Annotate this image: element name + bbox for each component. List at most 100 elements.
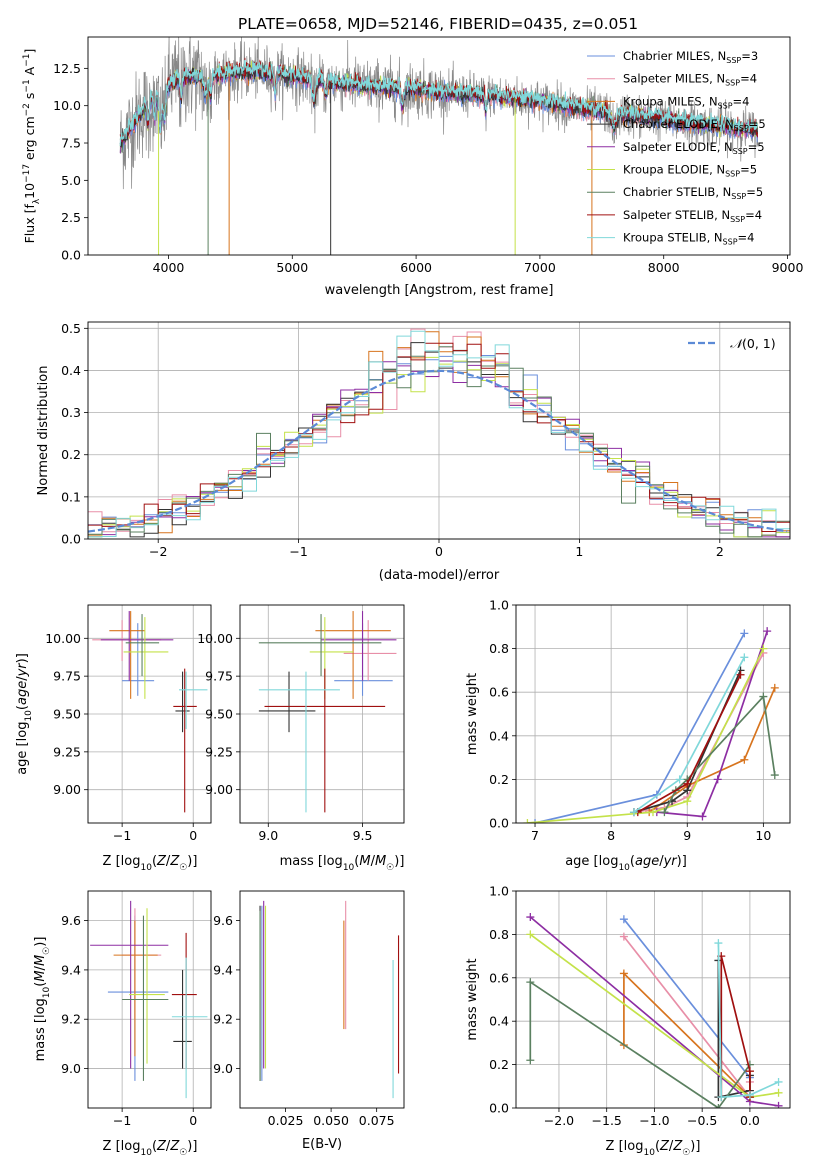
z-weight-marker-2-1 (619, 969, 628, 978)
ebv-mass-errorbars (259, 900, 400, 1099)
age-weight-ytick-label-2: 0.4 (489, 728, 509, 743)
z-weight-marker-5-0 (526, 930, 535, 939)
age-weight-marker-8-0 (629, 808, 638, 817)
spectrum-ytick-label-3: 7.5 (61, 136, 81, 151)
z-age-ytick-label-0: 9.00 (53, 782, 81, 797)
z-weight-xtick-label-0: −2.0 (544, 1113, 574, 1128)
mass-age-ytick-label-4: 10.00 (197, 631, 233, 646)
spectrum-xtick-label-1: 5000 (276, 260, 308, 275)
legend-label-3: Chabrier ELODIE, NSSP=5 (623, 117, 766, 133)
z-age-xtick-label-1: 0 (189, 828, 197, 843)
z-weight-marker-0-0 (619, 915, 628, 924)
legend-label-5: Kroupa ELODIE, NSSP=5 (623, 163, 757, 179)
z-age-ytick-label-2: 9.50 (53, 707, 81, 722)
ebv-mass-xlabel: E(B-V) (302, 1137, 342, 1152)
mass-age-errorbars (258, 611, 397, 813)
spectrum-lines (119, 37, 759, 255)
z-mass-frame (87, 890, 212, 1109)
age-weight-marker-0-2 (740, 629, 749, 638)
legend-label-8: Kroupa STELIB, NSSP=4 (623, 231, 754, 247)
mass-age-axes: 9.0 9.5 9.00 9.25 9.50 9.75 10.00 (197, 605, 404, 843)
spectrum-model-line-8 (119, 59, 759, 146)
z-weight-xtick-label-4: 0.0 (740, 1113, 760, 1128)
age-weight-marker-5-3 (759, 644, 768, 653)
z-age-ytick-label-3: 9.75 (53, 669, 81, 684)
z-weight-xtick-label-3: −0.5 (687, 1113, 717, 1128)
legend-label-0: Chabrier MILES, NSSP=3 (623, 49, 758, 65)
z-mass-xtick-label-0: −1 (113, 1113, 131, 1128)
residuals-xtick-label-0: −2 (149, 544, 167, 559)
legend-label-2: Kroupa MILES, NSSP=4 (623, 94, 749, 110)
z-age-axes: −1 0 9.00 9.25 9.50 9.75 10.00 (45, 605, 211, 843)
z-age-frame (87, 604, 212, 824)
z-weight-xlabel: Z [log10(Z/Z☉)] (606, 1139, 701, 1158)
legend-label-4: Salpeter ELODIE, NSSP=5 (623, 140, 765, 156)
z-age-ylabel: age [log10(age/yr)] (15, 653, 34, 775)
residuals-ytick-label-1: 0.1 (61, 489, 81, 504)
age-weight-ylabel: mass weight (465, 673, 480, 755)
z-weight-marker-7-2 (745, 1067, 754, 1076)
residuals-ytick-label-2: 0.2 (61, 447, 81, 462)
mass-age-frame (239, 604, 405, 824)
z-mass-errorbars (90, 900, 208, 1099)
z-weight-marker-8-1 (717, 1093, 726, 1102)
z-weight-marker-8-3 (774, 1077, 783, 1086)
z-mass-ytick-label-3: 9.6 (61, 913, 81, 928)
age-weight-marker-2-2 (740, 755, 749, 764)
spectrum-ytick-label-5: 12.5 (53, 61, 81, 76)
age-weight-ytick-label-1: 0.2 (489, 772, 509, 787)
spectrum-ytick-label-0: 0.0 (61, 248, 81, 263)
z-weight-marker-5-2 (774, 1088, 783, 1097)
residuals-xtick-label-1: −1 (289, 544, 307, 559)
spectrum-xtick-label-4: 8000 (648, 260, 680, 275)
z-weight-xtick-label-2: −1.0 (639, 1113, 669, 1128)
z-age-xlabel: Z [log10(Z/Z☉)] (103, 854, 198, 873)
residual-ylabel: Normed distribution (36, 366, 51, 496)
residuals-xtick-label-2: 0 (435, 544, 443, 559)
spectrum-frame (87, 36, 791, 256)
spectrum-legend: Chabrier MILES, NSSP=3 Salpeter MILES, NS… (587, 49, 766, 247)
mass-age-ytick-label-3: 9.75 (205, 669, 233, 684)
residuals-frame (87, 321, 791, 540)
spectrum-axes: 4000 5000 6000 7000 8000 9000 0.0 2.5 5.0 7.5 10.0… (53, 61, 803, 275)
ebv-mass-xtick-label-1: 0.050 (313, 1113, 349, 1128)
z-weight-lines (526, 913, 783, 1108)
residuals-ytick-label-3: 0.3 (61, 405, 81, 420)
z-mass-ytick-label-0: 9.0 (61, 1061, 81, 1076)
residual-hist-8 (88, 330, 790, 538)
z-age-ytick-label-1: 9.25 (53, 744, 81, 759)
ebv-mass-frame (239, 890, 405, 1109)
z-weight-ylabel: mass weight (465, 958, 480, 1040)
spectrum-ytick-label-4: 10.0 (53, 98, 81, 113)
z-weight-xtick-label-1: −1.5 (592, 1113, 622, 1128)
spectrum-ylabel: Flux [fλ10−17 erg cm−2 s−1 A−1] (22, 49, 42, 244)
z-mass-ytick-label-2: 9.4 (61, 962, 81, 977)
z-weight-marker-6-0 (526, 1056, 535, 1065)
z-weight-series-8 (717, 943, 779, 1099)
age-weight-marker-2-3 (770, 683, 779, 692)
residual-xlabel: (data-model)/error (379, 568, 500, 583)
residuals-xtick-label-4: 2 (716, 544, 724, 559)
ebv-mass-ytick-label-0: 9.0 (213, 1061, 233, 1076)
mass-age-xlabel: mass [log10(M/M☉)] (280, 854, 405, 873)
age-weight-series-2 (648, 687, 776, 813)
age-weight-marker-4-2 (713, 775, 722, 784)
z-age-ytick-label-4: 10.00 (45, 631, 81, 646)
mass-age-xtick-label-0: 9.0 (258, 828, 278, 843)
age-weight-marker-4-1 (698, 812, 707, 821)
z-age-xtick-label-0: −1 (113, 828, 131, 843)
age-weight-marker-5-1 (649, 808, 657, 817)
z-weight-marker-6-1 (526, 978, 535, 987)
age-weight-marker-6-3 (759, 692, 768, 701)
age-weight-marker-8-2 (740, 653, 749, 662)
ebv-mass-xtick-label-2: 0.075 (359, 1113, 395, 1128)
spectrum-xtick-label-5: 9000 (772, 260, 804, 275)
legend-label-6: Chabrier STELIB, NSSP=5 (623, 185, 763, 201)
z-weight-series-7 (720, 955, 751, 1098)
ebv-mass-xtick-label-0: 0.025 (268, 1113, 304, 1128)
z-weight-series-6 (529, 980, 751, 1108)
residuals-xtick-label-3: 1 (575, 544, 583, 559)
age-weight-series-4 (656, 630, 769, 818)
z-mass-xtick-label-1: 0 (189, 1113, 197, 1128)
spectrum-ytick-label-1: 2.5 (61, 210, 81, 225)
